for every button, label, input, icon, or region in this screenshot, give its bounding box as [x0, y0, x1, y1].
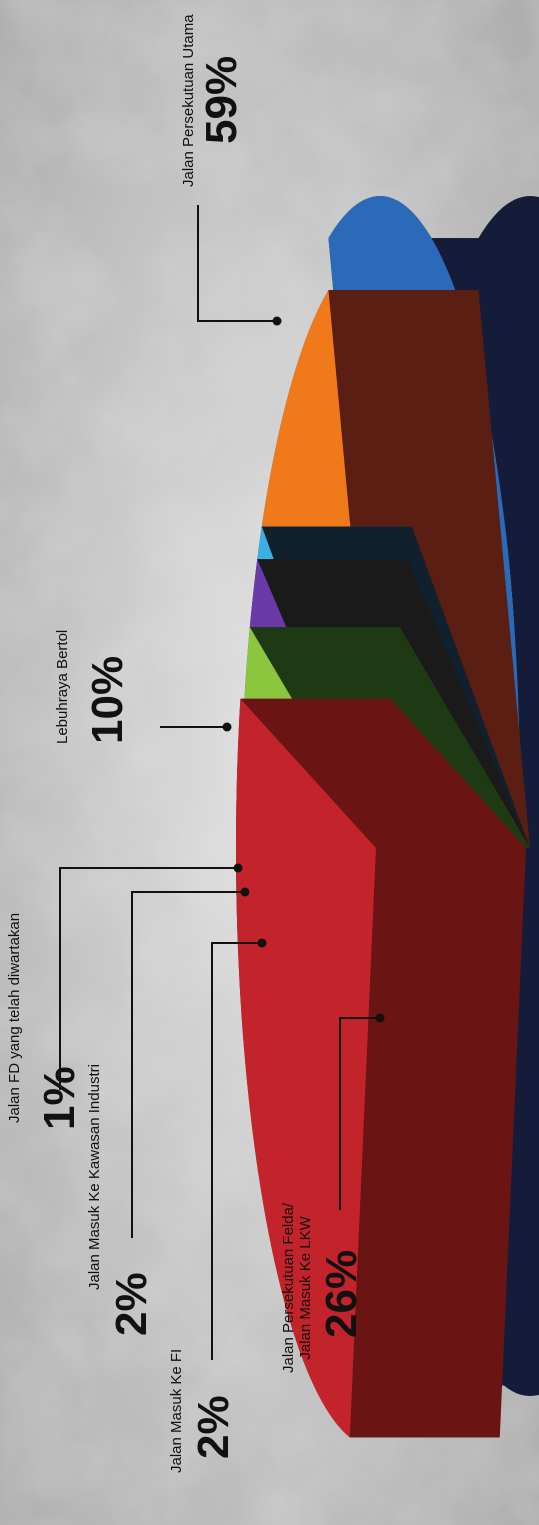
slice-side — [328, 196, 539, 1396]
slice-label-lebuhraya-bertol: Lebuhraya Bertol — [53, 629, 71, 744]
leader-dot — [240, 887, 250, 897]
slice-label-jalan-persekutuan-utama: Jalan Persekutuan Utama — [179, 13, 197, 187]
slice-cut-face — [349, 848, 526, 1438]
slice-value-jalan-fd-yang-telah-diwartakan: 1% — [35, 1066, 84, 1130]
slice-value-jalan-persekutuan-felda: 26% — [317, 1249, 366, 1338]
leader-dot — [272, 316, 282, 326]
leader-dot — [375, 1013, 385, 1023]
slice-cut-face — [240, 698, 526, 848]
leader-line — [131, 887, 250, 1238]
pie-slice-jalan-persekutuan-felda-jalan-masuk-ke-lkw — [236, 698, 526, 1438]
leader-line — [211, 938, 267, 1360]
leader-dot — [257, 938, 267, 948]
slice-label-jalan-masuk-ke-kawasan-industri: Jalan Masuk Ke Kawasan Industri — [85, 1064, 103, 1290]
slice-label-line-2: Jalan Masuk Ke LKW — [297, 1216, 314, 1360]
slice-value-jalan-persekutuan-utama: 59% — [197, 55, 246, 144]
slice-label-jalan-fd-yang-telah-diwartakan: Jalan FD yang telah diwartakan — [5, 912, 23, 1123]
slice-label-jalan-masuk-ke-fi: Jalan Masuk Ke FI — [167, 1348, 185, 1473]
slice-value-jalan-masuk-ke-kawasan-industri: 2% — [107, 1272, 156, 1336]
slice-top — [236, 698, 376, 1438]
leader-line — [160, 722, 232, 732]
leader-dot — [233, 863, 243, 873]
slice-value-jalan-masuk-ke-fi: 2% — [189, 1395, 238, 1459]
slice-label-line-1: Jalan Persekutuan Felda/ — [280, 1202, 297, 1373]
leader-line — [59, 863, 243, 1090]
leader-line — [339, 1013, 385, 1210]
leader-line — [197, 205, 282, 326]
slice-label-jalan-persekutuan-felda: Jalan Persekutuan Felda/ Jalan Masuk Ke … — [280, 1203, 314, 1373]
slice-value-lebuhraya-bertol: 10% — [83, 655, 132, 744]
leader-dot — [222, 722, 232, 732]
